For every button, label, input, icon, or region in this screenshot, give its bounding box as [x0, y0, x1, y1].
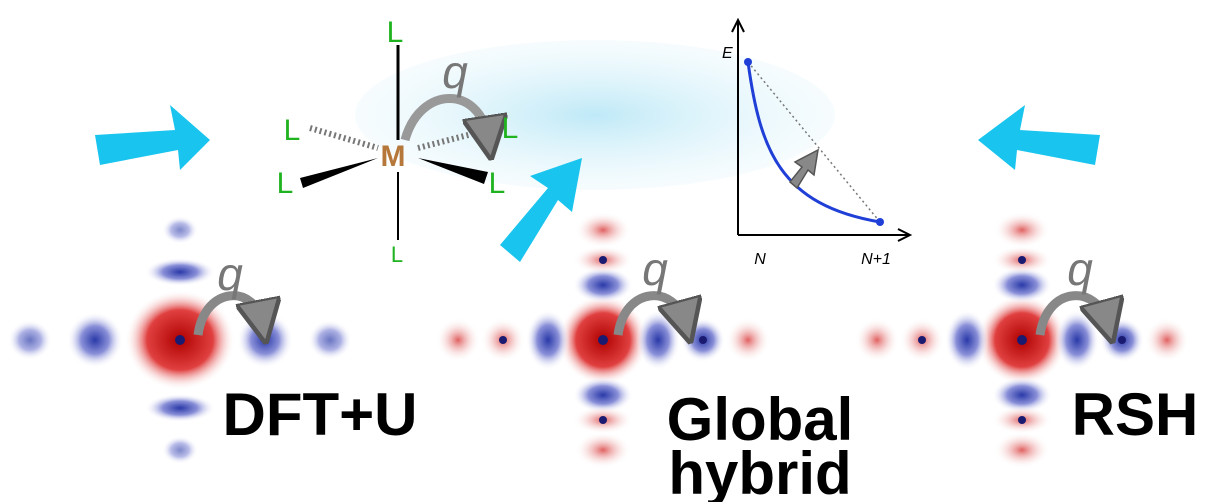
ligand: L [387, 16, 404, 49]
x-label: N+1 [861, 251, 891, 268]
ligand: L [502, 112, 519, 145]
panel-label: hybrid [668, 440, 851, 502]
charge: q [1067, 243, 1093, 295]
ligand: L [391, 242, 403, 267]
ligand: L [489, 167, 506, 200]
panel-label: DFT+U [223, 381, 418, 448]
charge: q [217, 248, 243, 300]
y-label: E [722, 45, 733, 62]
metal: M [381, 140, 406, 173]
panel: q RSH [855, 212, 1198, 468]
charge: q [442, 46, 468, 98]
ligand: L [277, 167, 294, 200]
figure: M L L L L L L q E N N+1 q DFT+U q Global… [0, 0, 1205, 502]
halo [355, 40, 835, 190]
arrow [978, 105, 1100, 170]
arrow [95, 105, 210, 170]
panel-label: RSH [1072, 381, 1199, 448]
x-label: N [754, 251, 766, 268]
ligand: L [284, 114, 301, 147]
panel: q Global hybrid [436, 212, 853, 502]
charge: q [642, 243, 668, 295]
panel: q DFT+U [8, 216, 418, 464]
